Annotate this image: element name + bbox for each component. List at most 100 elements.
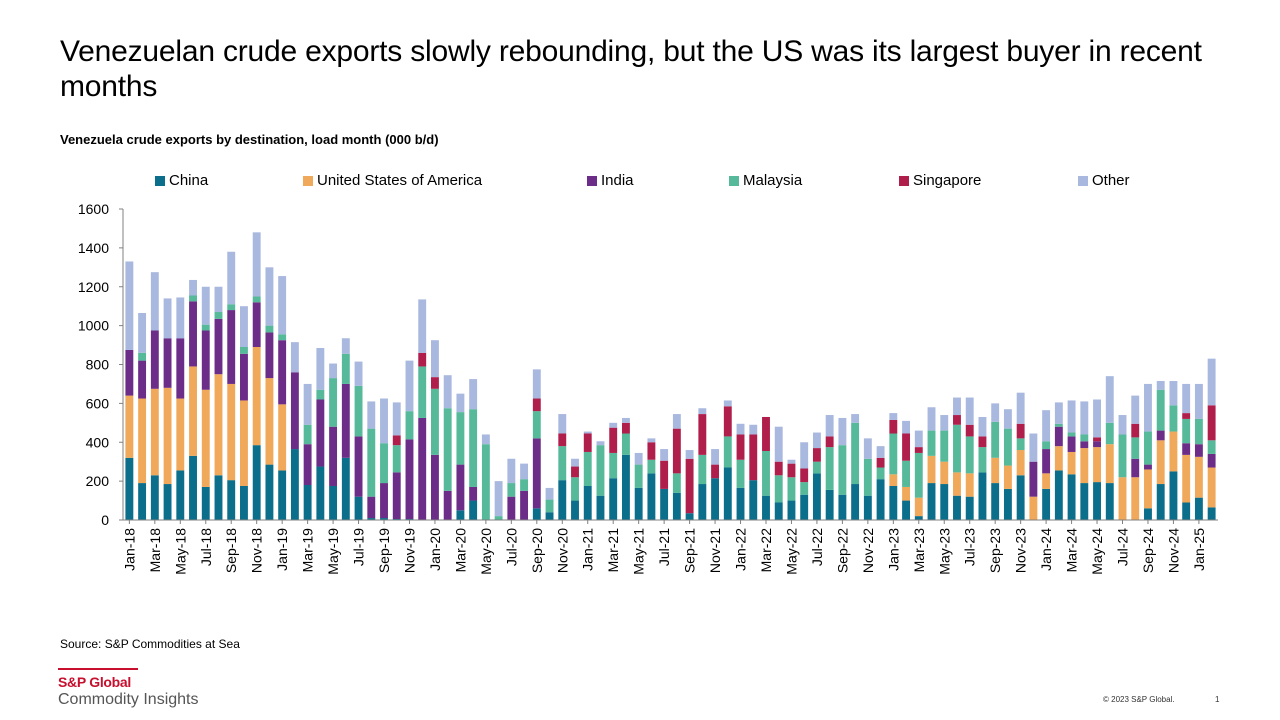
bar-segment-other <box>227 251 236 305</box>
bar-segment-singapore <box>1016 423 1025 439</box>
y-tick-label: 800 <box>86 357 110 373</box>
bar-segment-china <box>176 470 185 520</box>
bar-segment-malaysia <box>1016 438 1025 451</box>
bar-segment-united-states-of-america <box>889 474 898 486</box>
bar-segment-other <box>303 383 312 425</box>
bar-segment-malaysia <box>723 436 732 468</box>
bar-segment-other <box>431 340 439 378</box>
bar-segment-other <box>1080 401 1089 435</box>
bar-segment-malaysia <box>762 450 770 496</box>
bar-segment-malaysia <box>252 296 261 303</box>
bar-segment-india <box>252 302 261 348</box>
bar-segment-china <box>596 495 605 520</box>
source-note: Source: S&P Commodities at Sea <box>60 637 240 651</box>
bar-segment-china <box>1042 488 1051 520</box>
bar-segment-other <box>1067 400 1076 433</box>
bar-segment-other <box>634 452 643 465</box>
bar-segment-other <box>341 338 350 354</box>
x-tick-label: Mar-24 <box>1064 528 1080 573</box>
bar-segment-malaysia <box>316 389 325 400</box>
bar-segment-other <box>571 458 579 467</box>
x-tick-label: Jan-18 <box>121 528 137 571</box>
bar-segment-singapore <box>774 461 783 476</box>
bar-segment-other <box>927 407 936 431</box>
bar-segment-singapore <box>711 464 720 479</box>
bar-segment-other <box>392 402 401 436</box>
bar-segment-malaysia <box>1054 423 1063 427</box>
x-tick-label: May-21 <box>631 528 647 575</box>
bar-segment-china <box>545 512 554 520</box>
bar-segment-china <box>914 516 923 520</box>
bar-segment-china <box>367 518 376 520</box>
bar-segment-united-states-of-america <box>991 457 1000 484</box>
bar-segment-india <box>367 496 376 519</box>
bar-segment-other <box>902 420 910 434</box>
bar-segment-singapore <box>392 435 401 446</box>
x-tick-label: Nov-24 <box>1165 528 1181 573</box>
bar-segment-malaysia <box>392 445 401 473</box>
bar-segment-malaysia <box>736 459 745 488</box>
bar-segment-india <box>240 353 248 401</box>
bar-segment-other <box>278 276 287 335</box>
bar-segment-china <box>1054 470 1063 520</box>
bar-segment-malaysia <box>481 444 490 520</box>
bar-segment-india <box>532 438 541 509</box>
bar-segment-other <box>252 232 261 297</box>
bar-segment-other <box>1054 402 1063 424</box>
bar-segment-other <box>558 414 567 434</box>
bar-segment-singapore <box>660 460 669 489</box>
bar-segment-other <box>1131 395 1140 424</box>
bar-segment-malaysia <box>1042 441 1051 450</box>
bar-segment-other <box>787 459 796 464</box>
bar-segment-malaysia <box>138 352 147 361</box>
bar-segment-china <box>953 495 961 520</box>
bar-segment-united-states-of-america <box>1207 467 1216 508</box>
bar-segment-china <box>252 445 261 520</box>
bar-segment-malaysia <box>889 433 898 475</box>
bar-segment-singapore <box>812 448 821 462</box>
bar-segment-malaysia <box>329 378 338 427</box>
bar-segment-other <box>583 431 592 434</box>
bar-segment-china <box>150 475 159 520</box>
bar-segment-other <box>532 369 541 399</box>
bar-segment-malaysia <box>520 479 529 491</box>
bar-segment-other <box>163 298 172 339</box>
bar-segment-china <box>978 472 987 520</box>
bar-segment-singapore <box>749 434 758 481</box>
bar-segment-malaysia <box>914 452 923 498</box>
bar-segment-india <box>316 399 325 467</box>
bar-segment-other <box>914 430 923 448</box>
bar-segment-malaysia <box>303 424 312 445</box>
bar-segment-china <box>1194 497 1203 520</box>
bar-segment-malaysia <box>672 473 681 493</box>
bar-segment-singapore <box>978 436 987 448</box>
bar-segment-united-states-of-america <box>965 473 974 497</box>
bar-segment-china <box>736 487 745 520</box>
bar-segment-china <box>621 454 630 520</box>
bar-segment-united-states-of-america <box>902 486 910 501</box>
bar-segment-india <box>163 338 172 388</box>
bar-segment-united-states-of-america <box>278 404 287 471</box>
x-tick-label: Jul-20 <box>503 528 519 566</box>
bar-segment-china <box>940 484 949 520</box>
legend-label-malaysia: Malaysia <box>743 172 803 189</box>
bar-segment-malaysia <box>456 412 465 465</box>
bar-segment-singapore <box>431 377 439 389</box>
bar-segment-other <box>825 415 834 437</box>
bar-segment-singapore <box>762 416 770 451</box>
bar-segment-india <box>290 372 299 450</box>
bar-segment-china <box>303 485 312 520</box>
bar-segment-malaysia <box>1169 405 1178 432</box>
bar-segment-united-states-of-america <box>1105 444 1114 484</box>
bar-segment-malaysia <box>991 421 1000 458</box>
bar-segment-india <box>1156 430 1165 441</box>
bar-segment-china <box>609 478 618 520</box>
bar-segment-malaysia <box>1156 389 1165 431</box>
bar-segment-malaysia <box>545 499 554 513</box>
bar-segment-india <box>150 330 159 389</box>
bar-segment-united-states-of-america <box>1054 446 1063 471</box>
x-tick-label: Mar-18 <box>147 528 163 573</box>
bar-segment-malaysia <box>634 464 643 488</box>
bar-segment-singapore <box>532 398 541 412</box>
bar-segment-other <box>660 449 669 461</box>
